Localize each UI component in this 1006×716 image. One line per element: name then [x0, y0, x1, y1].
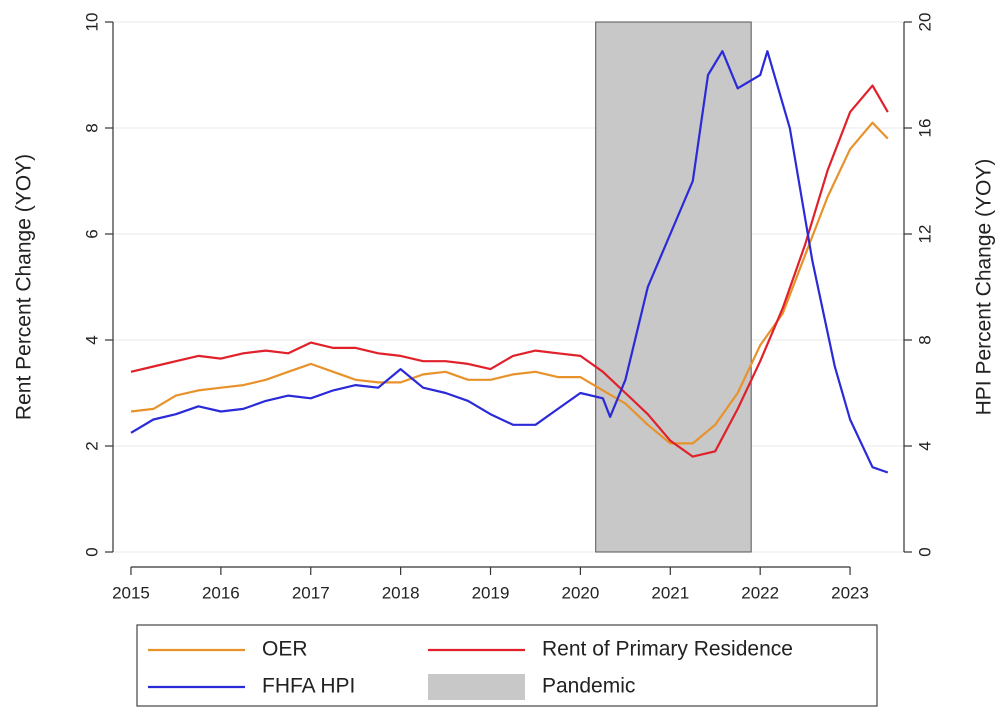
y-tick-label: 4 — [82, 335, 101, 344]
series-line — [130, 50, 889, 474]
y-tick-label: 6 — [82, 229, 101, 238]
y2-tick-label: 16 — [915, 119, 934, 138]
x-tick-label: 2018 — [382, 583, 420, 602]
y-tick-label: 0 — [82, 547, 101, 556]
y2-tick-label: 8 — [915, 335, 934, 344]
legend-label: OER — [262, 638, 308, 661]
y2-tick-label: 12 — [915, 225, 934, 244]
y-tick-label: 2 — [82, 441, 101, 450]
x-tick-label: 2022 — [741, 583, 779, 602]
y2-tick-label: 0 — [915, 547, 934, 556]
y-tick-label: 8 — [82, 123, 101, 132]
legend-label: Pandemic — [542, 675, 635, 698]
y-axis-title: Rent Percent Change (YOY) — [13, 154, 36, 420]
series-line — [130, 84, 889, 458]
x-tick-label: 2019 — [472, 583, 510, 602]
series-line — [130, 121, 889, 445]
x-tick-label: 2016 — [202, 583, 240, 602]
x-tick-label: 2023 — [831, 583, 869, 602]
legend-label: Rent of Primary Residence — [542, 638, 793, 661]
y2-tick-label: 4 — [915, 441, 934, 450]
x-tick-label: 2020 — [561, 583, 599, 602]
y2-axis-title: HPI Percent Change (YOY) — [973, 159, 996, 416]
shaded-region — [595, 21, 752, 553]
y-tick-label: 10 — [82, 13, 101, 32]
legend-label: FHFA HPI — [262, 675, 355, 698]
legend-swatch — [428, 674, 525, 700]
x-tick-label: 2015 — [112, 583, 150, 602]
y2-tick-label: 20 — [915, 13, 934, 32]
x-tick-label: 2017 — [292, 583, 330, 602]
x-tick-label: 2021 — [651, 583, 689, 602]
